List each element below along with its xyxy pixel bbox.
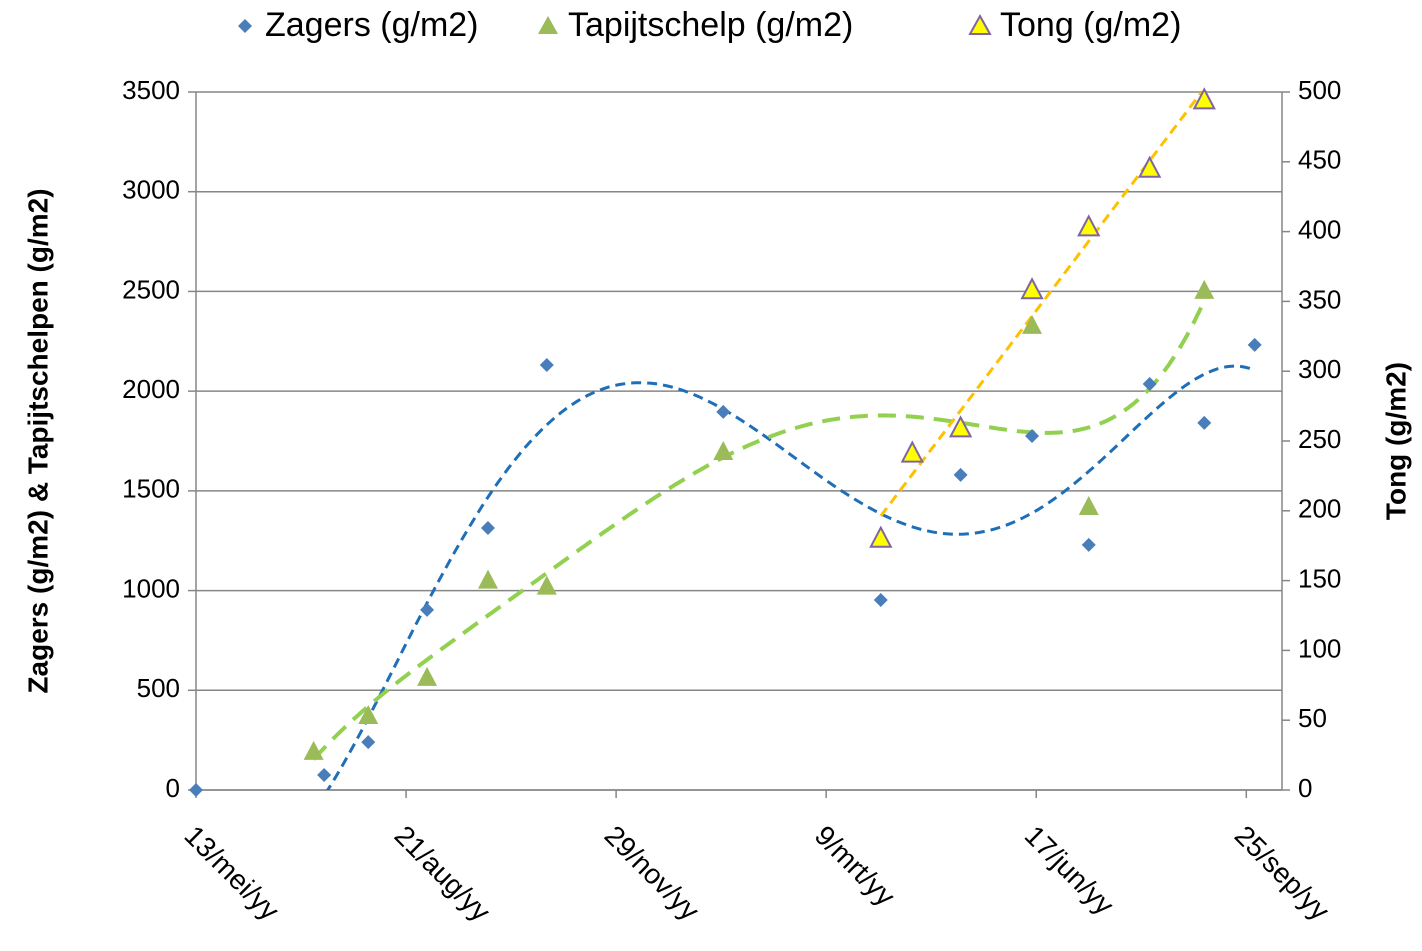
y2-tick-label: 250 — [1298, 424, 1341, 454]
legend-marker — [538, 16, 558, 34]
x-tick-label: 9/mrt/yy — [809, 820, 901, 912]
point — [539, 358, 554, 373]
point — [361, 735, 376, 750]
y2-tick-label: 450 — [1298, 145, 1341, 175]
y2-tick-label: 400 — [1298, 214, 1341, 244]
point — [189, 783, 203, 797]
y-tick-label: 1500 — [122, 474, 180, 504]
point — [317, 768, 332, 783]
x-tick-label: 13/mei/yy — [179, 820, 286, 927]
point — [948, 415, 973, 438]
y-tick-label: 500 — [137, 673, 180, 703]
x-tick-label: 17/jun/yy — [1019, 820, 1120, 921]
point — [873, 592, 888, 607]
point — [477, 569, 498, 589]
point — [1192, 87, 1216, 110]
point — [1194, 279, 1215, 299]
point — [1025, 429, 1040, 444]
trendline — [312, 299, 1207, 761]
legend-marker — [968, 13, 992, 35]
point — [900, 440, 924, 463]
y2-tick-label: 300 — [1298, 354, 1341, 384]
point — [420, 602, 435, 617]
y-tick-label: 2500 — [122, 274, 180, 304]
point — [1142, 376, 1157, 391]
x-tick-label: 25/sep/yy — [1229, 820, 1336, 927]
point — [953, 467, 968, 482]
y2-tick-label: 200 — [1298, 494, 1341, 524]
y-tick-label: 3500 — [122, 75, 180, 105]
point — [1077, 214, 1101, 237]
y-axis-label: Zagers (g/m2) & Tapijtschelpen (g/m2) — [22, 188, 53, 693]
point — [1081, 537, 1096, 552]
point — [869, 525, 893, 548]
point — [1022, 314, 1043, 334]
point — [358, 705, 379, 725]
y2-tick-label: 50 — [1298, 703, 1327, 733]
y-tick-label: 2000 — [122, 374, 180, 404]
y-tick-label: 0 — [166, 773, 180, 803]
x-tick-label: 21/aug/yy — [389, 820, 497, 928]
legend-label: Zagers (g/m2) — [265, 6, 479, 44]
point — [536, 575, 557, 595]
y2-tick-label: 350 — [1298, 284, 1341, 314]
y2-tick-label: 500 — [1298, 75, 1341, 105]
trendline — [196, 364, 1256, 790]
legend-label: Tapijtschelp (g/m2) — [568, 6, 853, 44]
point — [1247, 337, 1262, 352]
point — [1197, 415, 1212, 430]
legend-marker — [238, 19, 252, 33]
y2-tick-label: 150 — [1298, 563, 1341, 593]
point — [713, 440, 734, 460]
point — [716, 404, 731, 419]
y-tick-label: 1000 — [122, 573, 180, 603]
point — [1078, 496, 1099, 516]
point — [480, 520, 495, 535]
point — [303, 740, 324, 760]
point — [417, 666, 438, 686]
trendline — [879, 92, 1204, 517]
y2-tick-label: 100 — [1298, 633, 1341, 663]
y-tick-label: 3000 — [122, 175, 180, 205]
y2-tick-label: 0 — [1298, 773, 1312, 803]
y2-axis-label: Tong (g/m2) — [1380, 362, 1411, 520]
point — [1138, 155, 1162, 178]
legend-label: Tong (g/m2) — [1000, 6, 1181, 44]
x-tick-label: 29/nov/yy — [599, 820, 706, 927]
point — [1020, 277, 1044, 300]
